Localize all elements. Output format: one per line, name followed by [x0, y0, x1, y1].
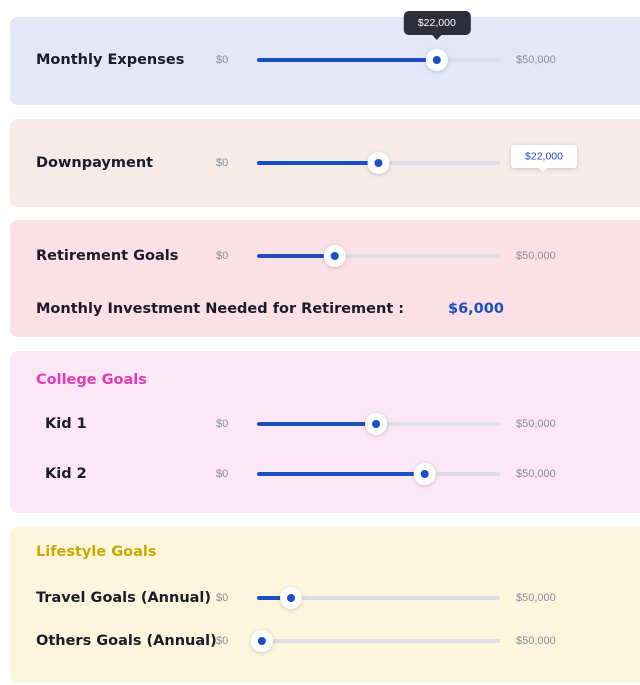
slider-label: Kid 1 [45, 416, 87, 432]
min-label: $0 [216, 635, 228, 647]
value-tooltip: $22,000 [403, 11, 471, 40]
slider-track [257, 639, 500, 643]
thumb-dot [432, 56, 441, 64]
slider-thumb[interactable] [413, 463, 436, 485]
slider-fill [257, 254, 335, 258]
min-label: $0 [216, 54, 228, 66]
slider-fill [257, 161, 379, 165]
card: Retirement Goals $0 $50,000 Monthly Investm… [10, 220, 640, 337]
slider-thumb[interactable] [365, 413, 388, 435]
tooltip-text: $22,000 [418, 17, 456, 29]
min-label: $0 [216, 157, 228, 169]
thumb-dot [257, 637, 266, 645]
slider-label: Travel Goals (Annual) [36, 590, 211, 606]
max-label: $50,000 [516, 250, 556, 262]
slider-label: Downpayment [36, 155, 153, 171]
thumb-dot [374, 159, 383, 167]
card-background [10, 220, 640, 337]
max-label: $50,000 [516, 54, 556, 66]
card: Lifestyle Goals Travel Goals (Annual) $0 $5… [10, 527, 640, 683]
slider-thumb[interactable] [280, 587, 303, 609]
slider-label: Monthly Expenses [36, 52, 184, 68]
thumb-dot [330, 252, 339, 260]
max-label: $50,000 [516, 635, 556, 647]
result-label: Monthly Investment Needed for Retirement… [36, 301, 404, 317]
slider-fill [257, 58, 437, 62]
max-label: $50,000 [516, 468, 556, 480]
slider-fill [257, 422, 377, 426]
min-label: $0 [216, 418, 228, 430]
max-label: $50,000 [516, 592, 556, 604]
result-value: $6,000 [448, 301, 504, 317]
slider-fill [257, 472, 425, 476]
slider-thumb[interactable] [250, 630, 273, 652]
tooltip-arrow [431, 34, 442, 40]
slider-thumb[interactable] [323, 245, 346, 267]
slider-track [257, 596, 500, 600]
card: College Goals Kid 1 $0 $50,000 Kid 2 $0 $50,00… [10, 351, 640, 513]
max-label: $50,000 [516, 418, 556, 430]
section-heading: Lifestyle Goals [36, 544, 156, 560]
section-heading: College Goals [36, 372, 147, 388]
slider-label: Retirement Goals [36, 248, 178, 264]
min-label: $0 [216, 468, 228, 480]
card-background [10, 527, 640, 683]
thumb-dot [372, 420, 381, 428]
tooltip-box [403, 11, 471, 35]
tooltip-text: $22,000 [525, 150, 563, 162]
tooltip-box [511, 145, 577, 168]
thumb-dot [287, 594, 296, 602]
tooltip-arrow [538, 167, 548, 172]
min-label: $0 [216, 250, 228, 262]
card: Downpayment$0$50,000$22,000 [10, 119, 640, 207]
thumb-dot [420, 470, 429, 478]
value-tooltip: $22,000 [511, 145, 577, 172]
slider-label: Others Goals (Annual) [36, 633, 217, 649]
card: Monthly Expenses $0 $50,000 $22,000 [10, 11, 640, 105]
min-label: $0 [216, 592, 228, 604]
slider-thumb[interactable] [367, 152, 390, 174]
slider-label: Kid 2 [45, 466, 87, 482]
slider-thumb[interactable] [425, 49, 448, 71]
